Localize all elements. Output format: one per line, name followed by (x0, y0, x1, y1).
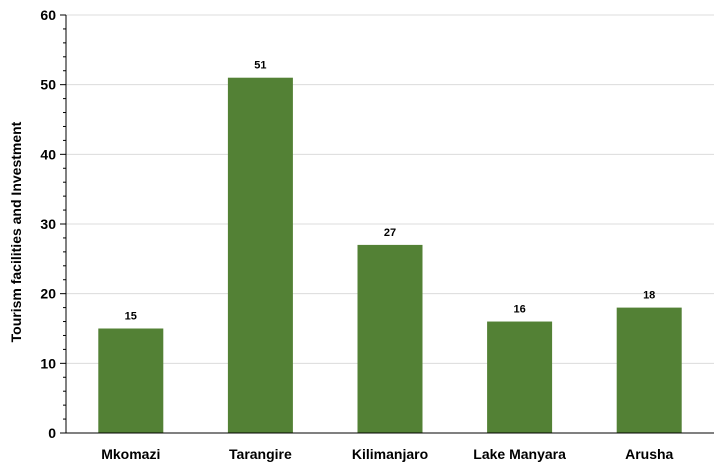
bar-mkomazi (98, 328, 164, 433)
x-tick-labels: Mkomazi Tarangire Kilimanjaro Lake Manyara A… (101, 446, 673, 462)
data-label: 27 (384, 227, 396, 239)
x-tick-label: Mkomazi (101, 446, 160, 462)
gridlines (66, 14, 714, 364)
bars (98, 77, 682, 433)
y-tick-labels: 0 10 20 30 40 50 60 (40, 7, 56, 441)
x-tick-label: Lake Manyara (473, 446, 566, 462)
bar-arusha (616, 307, 682, 433)
bar-tarangire (227, 77, 293, 433)
y-tick-label: 60 (40, 7, 56, 23)
x-tick-label: Arusha (625, 446, 673, 462)
data-label: 15 (125, 311, 137, 323)
y-tick-label: 40 (40, 146, 56, 162)
x-tick-label: Tarangire (229, 446, 292, 462)
y-tick-label: 50 (40, 77, 56, 93)
data-label: 18 (643, 290, 655, 302)
data-label: 51 (254, 60, 266, 72)
y-tick-label: 0 (48, 425, 56, 441)
y-tick-label: 30 (40, 216, 56, 232)
y-tick-label: 10 (40, 355, 56, 371)
y-axis-title: Tourism facilities and Investment (8, 121, 24, 342)
axes (60, 14, 714, 434)
data-labels: 15 51 27 16 18 (125, 60, 656, 323)
data-label: 16 (513, 304, 525, 316)
bar-lake-manyara (487, 321, 553, 433)
bar-kilimanjaro (357, 244, 423, 433)
x-tick-label: Kilimanjaro (352, 446, 428, 462)
y-tick-label: 20 (40, 286, 56, 302)
